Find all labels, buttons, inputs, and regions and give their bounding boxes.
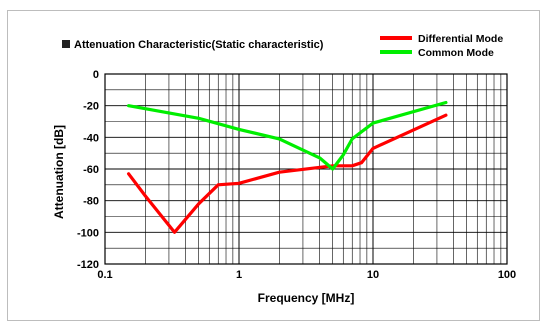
x-tick-labels: 0.1 1 10 100: [97, 269, 516, 281]
legend-label-differential-mode: Differential Mode: [418, 33, 503, 45]
chart-title: Attenuation Characteristic(Static charac…: [74, 39, 324, 51]
x-tick-label: 0.1: [97, 269, 112, 281]
series-layer: [127, 100, 448, 234]
y-tick-label: -40: [83, 132, 99, 144]
x-axis-label: Frequency [MHz]: [258, 291, 355, 305]
title-marker: [62, 40, 70, 48]
series-line-differential-mode: [127, 113, 448, 234]
x-tick-label: 100: [498, 269, 516, 281]
y-tick-label: -120: [77, 259, 99, 271]
x-tick-label: 1: [236, 269, 242, 281]
y-tick-label: -100: [77, 227, 99, 239]
legend-label-common-mode: Common Mode: [418, 47, 494, 59]
y-axis-label: Attenuation [dB]: [52, 125, 66, 219]
y-tick-label: 0: [93, 69, 99, 81]
x-tick-label: 10: [367, 269, 379, 281]
legend: Differential Mode Common Mode: [380, 33, 503, 59]
y-tick-labels: 0 -20 -40 -60 -80 -100 -120: [77, 69, 99, 271]
series-line-common-mode: [127, 100, 448, 171]
y-tick-label: -80: [83, 196, 99, 208]
y-tick-label: -60: [83, 164, 99, 176]
chart-frame: [7, 10, 540, 321]
y-tick-label: -20: [83, 101, 99, 113]
plot-border: [104, 73, 508, 265]
